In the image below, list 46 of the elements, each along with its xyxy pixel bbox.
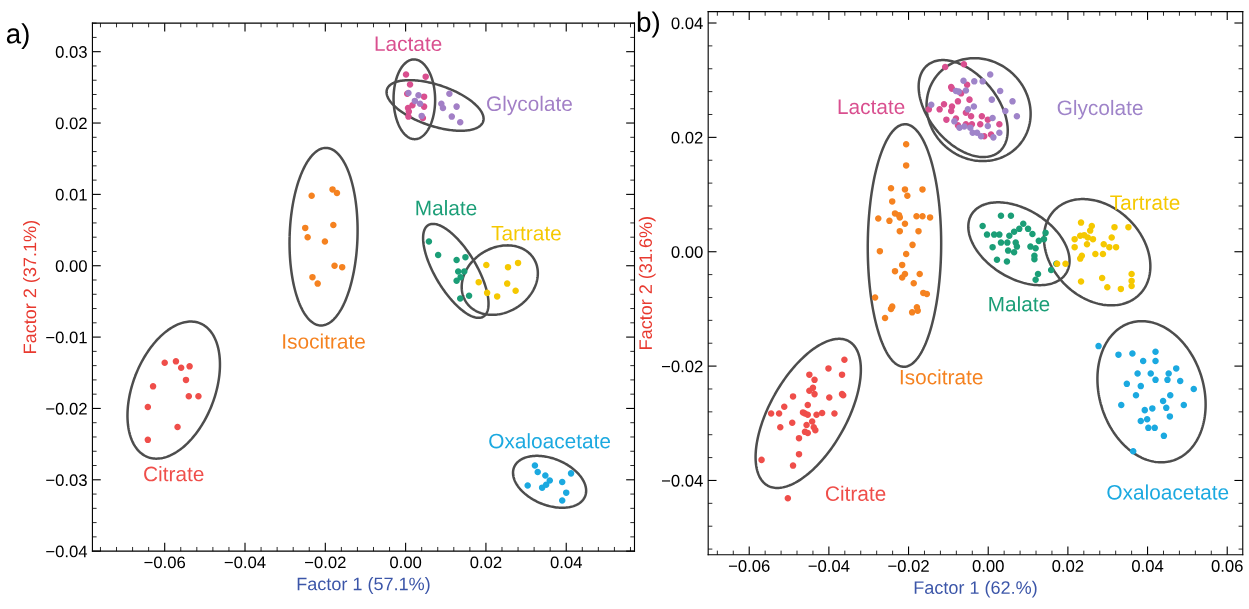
y-tick-label: 0.00 <box>671 246 703 258</box>
series-label: Oxaloacetate <box>489 433 611 449</box>
series-label: Lactate <box>375 36 442 52</box>
text: Isocitrate <box>900 369 983 385</box>
x-tick-label: 0.04 <box>1131 560 1164 572</box>
series-label: Lactate <box>838 99 905 115</box>
y-tick-label: 0.01 <box>55 188 87 201</box>
y-tick-label: −0.02 <box>661 360 703 373</box>
y-tick-label: −0.03 <box>46 474 87 486</box>
x-tick-label: −0.04 <box>808 560 850 572</box>
series-label: Tartrate <box>491 226 561 241</box>
y-tick-label: −0.04 <box>661 474 703 487</box>
series-label: Glycolate <box>1057 99 1143 120</box>
chart-title: a) <box>6 23 29 50</box>
y-tick-label: 0.04 <box>671 17 703 30</box>
series-label: Oxaloacetate <box>1107 484 1229 500</box>
series-label: Malate <box>416 200 477 216</box>
y-axis-title: Factor 2 (37.1%) <box>23 221 40 353</box>
x-tick-label: 0.04 <box>550 556 582 569</box>
series-label: Citrate <box>144 466 204 482</box>
x-tick-label: −0.02 <box>305 556 346 569</box>
y-tick-label: −0.02 <box>46 402 87 415</box>
text: Isocitrate <box>283 333 365 349</box>
y-tick-label: 0.03 <box>55 46 87 58</box>
y-tick-label: 0.02 <box>671 131 703 144</box>
y-axis-title: Factor 2 (31.6%) <box>638 217 656 349</box>
x-tick-label: 0.02 <box>470 556 502 569</box>
x-tick-label: −0.04 <box>224 556 266 569</box>
y-tick-label: 0.02 <box>55 117 87 130</box>
y-tick-label: −0.01 <box>46 331 87 344</box>
x-tick-label: −0.06 <box>728 560 770 572</box>
series-label: Glycolate <box>487 95 572 116</box>
y-tick-label: 0.00 <box>55 260 87 272</box>
x-tick-label: 0.02 <box>1052 560 1084 572</box>
x-tick-label: 0.00 <box>972 560 1004 572</box>
x-tick-label: 0.06 <box>1211 560 1243 572</box>
series-label: Malate <box>989 296 1050 312</box>
x-axis-title: Factor 1 (62.%) <box>914 580 1037 598</box>
series-label: Tartrate <box>1110 195 1180 210</box>
x-tick-label: −0.06 <box>144 556 186 569</box>
y-tick-label: −0.04 <box>46 545 88 558</box>
chart-title: b) <box>637 11 659 38</box>
x-axis-title: Factor 1 (57.1%) <box>297 577 430 594</box>
x-tick-label: −0.02 <box>888 560 929 572</box>
x-tick-label: 0.00 <box>390 556 422 569</box>
series-label: Citrate <box>825 485 886 501</box>
